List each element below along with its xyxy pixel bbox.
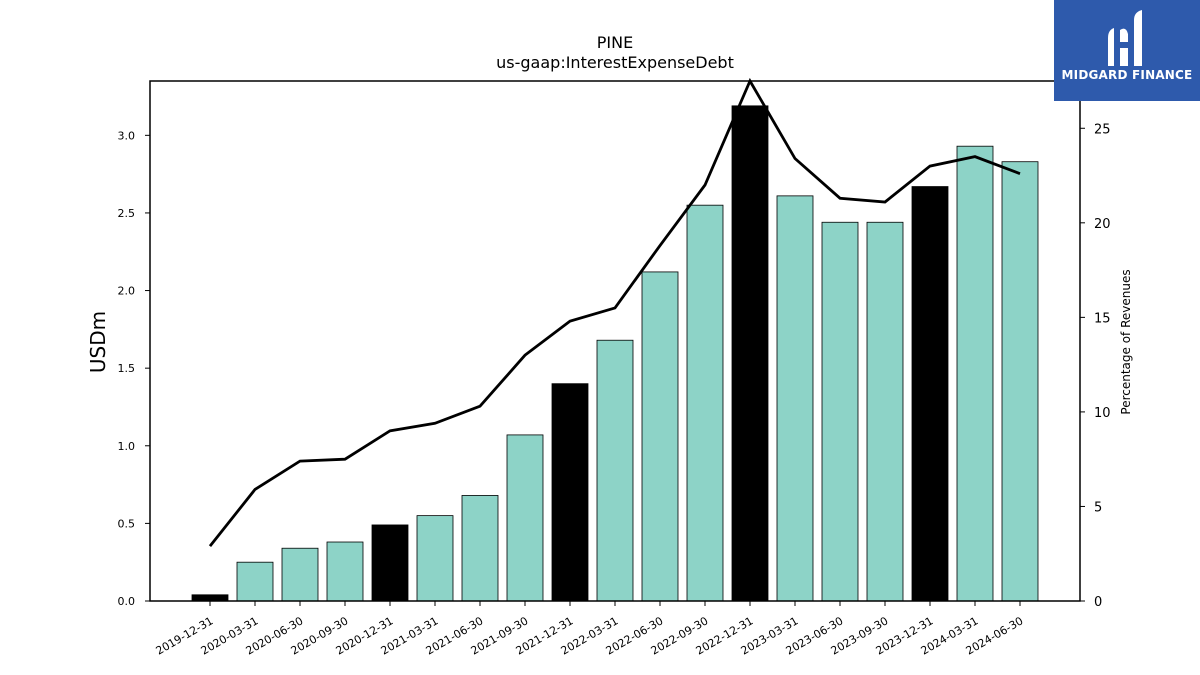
y-tick-label: 2.0 [118,285,136,298]
bar [416,515,454,602]
y-tick-label: 1.0 [118,440,136,453]
bar [686,204,724,602]
chart-title: PINE [597,33,633,52]
midgard-finance-logo: MIDGARD FINANCE [1054,0,1200,101]
bar [596,339,634,602]
bar [551,383,589,602]
plot-area: 0.00.51.01.52.02.53.005101520252019-12-3… [118,77,1111,658]
y-tick-label: 3.0 [118,129,136,142]
bar [236,561,274,602]
bar [461,495,499,602]
revenue-percentage-line [208,77,1021,548]
bar [956,145,994,602]
y-tick-label: 0.5 [118,517,136,530]
bar [731,105,769,602]
y2-tick-label: 25 [1094,122,1111,137]
bar [866,221,904,602]
bar [281,547,319,602]
y2-tick-label: 20 [1094,217,1111,232]
y-axis-label: USDm [86,311,110,373]
bar [191,594,229,602]
bar [1001,161,1039,602]
y2-tick-label: 5 [1094,500,1102,515]
logo-mark-icon [1108,10,1142,67]
y2-tick-label: 0 [1094,595,1102,610]
y-tick-label: 2.5 [118,207,136,220]
y2-tick-label: 15 [1094,311,1111,326]
y-tick-label: 1.5 [118,362,136,375]
logo-text: MIDGARD FINANCE [1061,68,1193,82]
y-tick-label: 0.0 [118,595,136,608]
chart-subtitle: us-gaap:InterestExpenseDebt [496,53,734,72]
bar [506,434,544,602]
y2-tick-label: 10 [1094,406,1111,421]
y2-axis-label: Percentage of Revenues [1119,269,1133,414]
bar [371,524,409,602]
bar [911,186,949,602]
bar [641,271,679,602]
bar [326,541,364,602]
bar [776,195,814,602]
bar [821,221,859,602]
